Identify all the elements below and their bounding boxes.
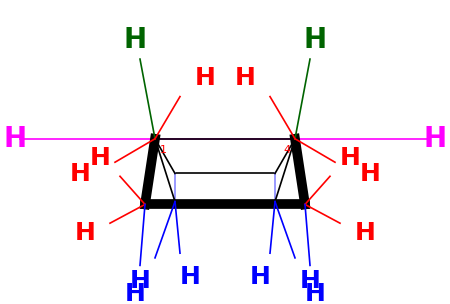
Text: H: H: [123, 26, 147, 54]
Text: H: H: [90, 146, 110, 170]
Text: H: H: [75, 221, 95, 244]
Text: H: H: [125, 282, 145, 304]
Text: H: H: [70, 162, 90, 186]
Text: H: H: [303, 26, 327, 54]
Text: H: H: [194, 66, 216, 90]
Text: H: H: [360, 162, 380, 186]
Text: H: H: [340, 146, 360, 170]
Text: H: H: [130, 269, 150, 293]
Text: 4: 4: [284, 145, 291, 155]
Text: H: H: [355, 221, 375, 244]
Text: H: H: [4, 125, 27, 153]
Text: H: H: [250, 264, 270, 288]
Text: 1: 1: [159, 145, 166, 155]
Text: H: H: [180, 264, 200, 288]
Text: H: H: [234, 66, 256, 90]
Text: H: H: [423, 125, 446, 153]
Text: H: H: [300, 269, 320, 293]
Text: H: H: [305, 282, 325, 304]
